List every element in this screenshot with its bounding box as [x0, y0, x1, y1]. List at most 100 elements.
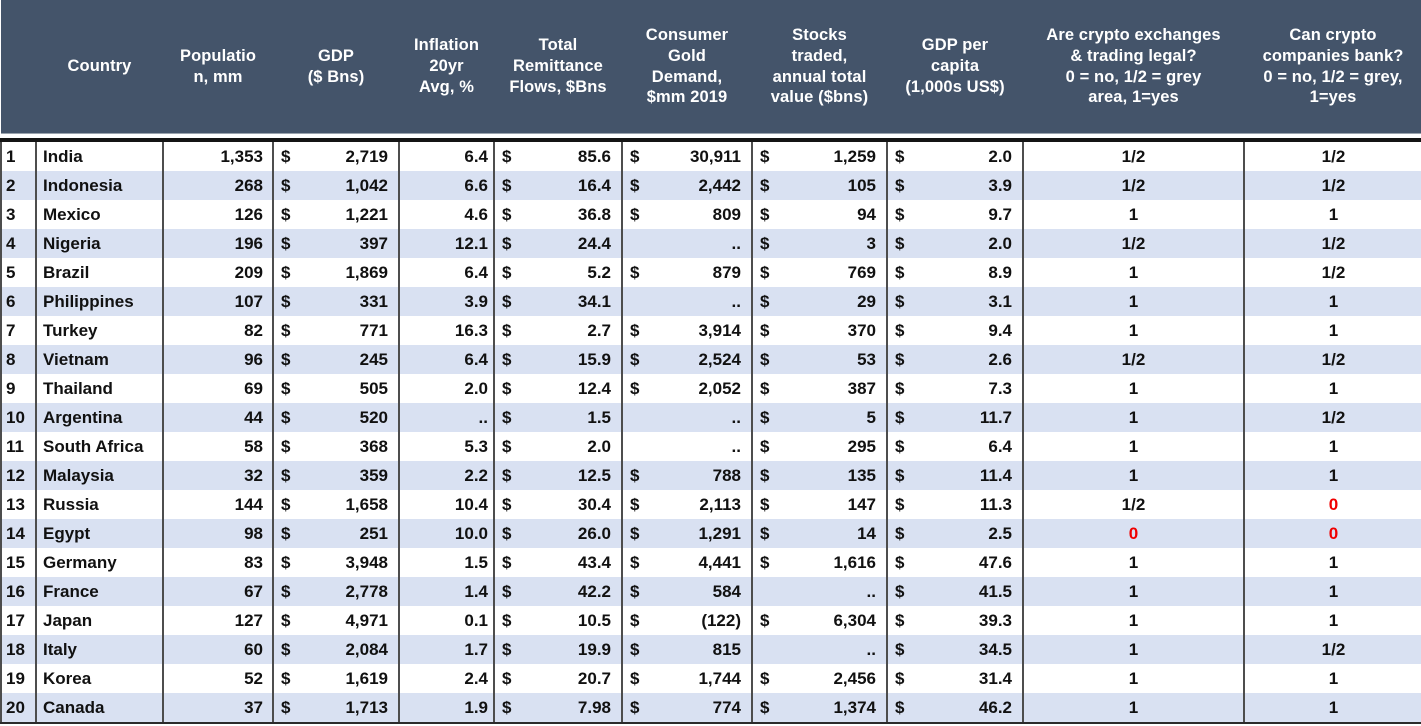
- dollar-sign: $: [281, 146, 291, 166]
- row-number-cell: 2: [0, 171, 37, 200]
- dollar-sign: $: [502, 146, 512, 166]
- header-crypto-legal: Are crypto exchanges & trading legal? 0 …: [1023, 0, 1244, 134]
- dollar-sign: $: [895, 639, 905, 659]
- population-cell: 107: [163, 287, 274, 316]
- row-number-cell: 13: [0, 490, 37, 519]
- crypto-bank-cell: 1/2: [1244, 171, 1421, 200]
- dollar-sign: $: [502, 668, 512, 688]
- dollar-sign: $: [502, 494, 512, 514]
- dollar-sign: $: [630, 349, 640, 369]
- population-cell: 126: [163, 200, 274, 229]
- row-number-cell: 10: [0, 403, 37, 432]
- country-cell: South Africa: [36, 432, 164, 461]
- gold-demand-cell: $ (122): [622, 606, 753, 635]
- gold-demand-cell: ..: [622, 287, 753, 316]
- dollar-sign: $: [630, 639, 640, 659]
- gold-demand-cell: ..: [622, 432, 753, 461]
- population-cell: 60: [163, 635, 274, 664]
- stocks-traded-cell: $3: [752, 229, 888, 258]
- inflation-cell: 6.4: [399, 140, 495, 171]
- gdp-per-capita-cell: $11.3: [887, 490, 1024, 519]
- gdp-per-capita-cell: $2.0: [887, 140, 1024, 171]
- population-cell: 96: [163, 345, 274, 374]
- remittance-cell: $12.4: [494, 374, 623, 403]
- dollar-sign: $: [895, 407, 905, 427]
- crypto-legal-cell: 1: [1023, 403, 1245, 432]
- gdp-cell: $1,619: [273, 664, 400, 693]
- dollar-sign: $: [760, 291, 770, 311]
- table-row: 6 Philippines 107 $331 3.9 $34.1 .. $29 …: [0, 287, 1421, 316]
- dollar-sign: $: [895, 465, 905, 485]
- dollar-sign: $: [281, 465, 291, 485]
- table-row: 16 France 67 $2,778 1.4 $42.2 $584 .. $4…: [0, 577, 1421, 606]
- dollar-sign: $: [502, 610, 512, 630]
- inflation-cell: 10.0: [399, 519, 495, 548]
- inflation-cell: 5.3: [399, 432, 495, 461]
- dollar-sign: $: [502, 697, 512, 717]
- crypto-bank-cell: 1: [1244, 432, 1421, 461]
- table-row: 9 Thailand 69 $505 2.0 $12.4 $2,052 $387…: [0, 374, 1421, 403]
- header-separator-rule: [1, 133, 1421, 142]
- gold-demand-cell: ..: [622, 403, 753, 432]
- inflation-cell: 12.1: [399, 229, 495, 258]
- gold-demand-cell: $3,914: [622, 316, 753, 345]
- gold-demand-cell: $2,113: [622, 490, 753, 519]
- remittance-cell: $16.4: [494, 171, 623, 200]
- population-cell: 144: [163, 490, 274, 519]
- dollar-sign: $: [760, 233, 770, 253]
- header-gdp: GDP ($ Bns): [273, 0, 399, 134]
- dollar-sign: $: [281, 233, 291, 253]
- gdp-per-capita-cell: $39.3: [887, 606, 1024, 635]
- table-row: 1 India 1,353 $2,719 6.4 $85.6 $30,911 $…: [0, 140, 1421, 171]
- country-cell: Canada: [36, 693, 164, 724]
- remittance-cell: $7.98: [494, 693, 623, 724]
- table-row: 14 Egypt 98 $251 10.0 $26.0 $1,291 $14 $…: [0, 519, 1421, 548]
- dollar-sign: $: [895, 494, 905, 514]
- gdp-cell: $4,971: [273, 606, 400, 635]
- gdp-per-capita-cell: $11.7: [887, 403, 1024, 432]
- crypto-legal-cell: 0: [1023, 519, 1245, 548]
- inflation-cell: 2.4: [399, 664, 495, 693]
- gold-demand-cell: $788: [622, 461, 753, 490]
- remittance-cell: $15.9: [494, 345, 623, 374]
- dollar-sign: $: [895, 291, 905, 311]
- row-number-cell: 8: [0, 345, 37, 374]
- table-row: 2 Indonesia 268 $1,042 6.6 $16.4 $2,442 …: [0, 171, 1421, 200]
- dollar-sign: $: [281, 320, 291, 340]
- gdp-per-capita-cell: $3.1: [887, 287, 1024, 316]
- gdp-cell: $368: [273, 432, 400, 461]
- dollar-sign: $: [502, 581, 512, 601]
- gold-demand-cell: $2,524: [622, 345, 753, 374]
- dollar-sign: $: [281, 436, 291, 456]
- gdp-per-capita-cell: $11.4: [887, 461, 1024, 490]
- row-number-cell: 17: [0, 606, 37, 635]
- country-cell: Germany: [36, 548, 164, 577]
- country-cell: Italy: [36, 635, 164, 664]
- header-row-number: [1, 0, 36, 134]
- table-row: 10 Argentina 44 $520 .. $1.5 .. $5 $11.7…: [0, 403, 1421, 432]
- inflation-cell: 0.1: [399, 606, 495, 635]
- crypto-bank-cell: 1: [1244, 316, 1421, 345]
- dollar-sign: $: [502, 175, 512, 195]
- crypto-bank-cell: 1: [1244, 606, 1421, 635]
- dollar-sign: $: [895, 697, 905, 717]
- gdp-cell: $771: [273, 316, 400, 345]
- gdp-cell: $505: [273, 374, 400, 403]
- table-row: 20 Canada 37 $1,713 1.9 $7.98 $774 $1,37…: [0, 693, 1421, 724]
- remittance-cell: $30.4: [494, 490, 623, 519]
- population-cell: 98: [163, 519, 274, 548]
- stocks-traded-cell: $1,616: [752, 548, 888, 577]
- header-remittance: Total Remittance Flows, $Bns: [494, 0, 622, 134]
- inflation-cell: 6.4: [399, 258, 495, 287]
- dollar-sign: $: [630, 320, 640, 340]
- crypto-legal-cell: 1: [1023, 577, 1245, 606]
- crypto-bank-cell: 1/2: [1244, 140, 1421, 171]
- dollar-sign: $: [502, 552, 512, 572]
- header-gold-demand: Consumer Gold Demand, $mm 2019: [622, 0, 752, 134]
- gold-demand-cell: $809: [622, 200, 753, 229]
- stocks-traded-cell: $2,456: [752, 664, 888, 693]
- header-country: Country: [36, 0, 163, 134]
- country-cell: Argentina: [36, 403, 164, 432]
